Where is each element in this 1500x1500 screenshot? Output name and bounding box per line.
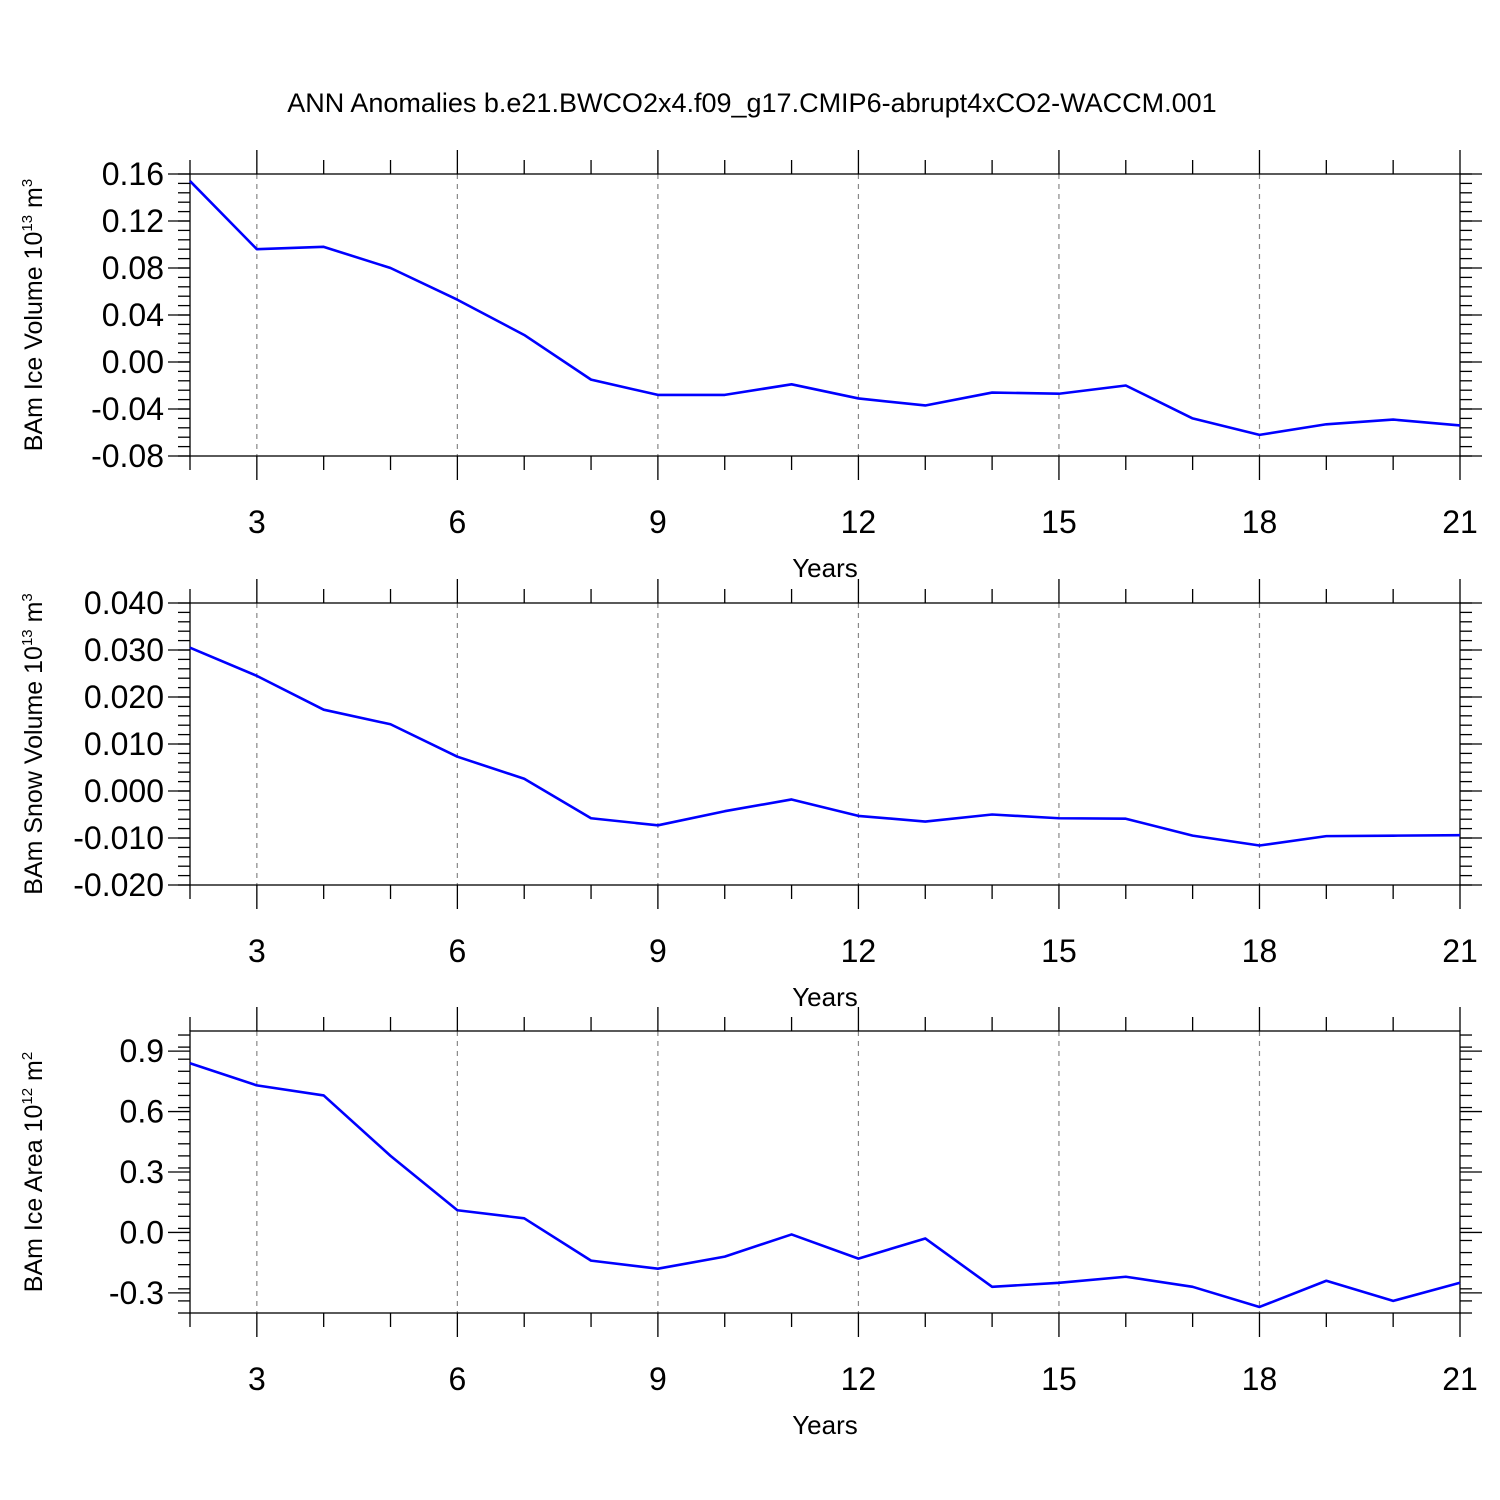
chart-1-xtick-label: 18 (1242, 504, 1278, 540)
chart-2-xtick-label: 21 (1442, 933, 1478, 969)
chart-3-series-line (189, 1061, 1461, 1309)
chart-3-ylabel-unit: m (20, 1060, 48, 1088)
chart-1-xtick-label: 15 (1041, 504, 1077, 540)
chart-3-ytick-label: 0.6 (120, 1094, 164, 1130)
chart-1-xtick-label: 12 (841, 504, 877, 540)
chart-3-xtick-label: 9 (649, 1361, 667, 1397)
chart-3-xtick-label: 6 (448, 1361, 466, 1397)
chart-3-ylabel: BAm Ice Area 1012 m2 (19, 1052, 48, 1292)
chart-1: -0.08 -0.04 0.00 0.04 0.08 0.12 0.16 3 6 9 12 15 18 2… (19, 150, 1482, 583)
chart-2-ylabel-main: BAm Snow Volume 10 (20, 646, 48, 895)
chart-2-ytick-label: 0.010 (84, 726, 164, 762)
chart-2-ylabel-exponent: 13 (19, 629, 36, 646)
chart-2-ytick-label: -0.010 (73, 820, 164, 856)
chart-1-series-line (189, 180, 1461, 437)
chart-3-ytick-label: 0.9 (120, 1033, 164, 1069)
chart-3-xtick-label: 3 (248, 1361, 266, 1397)
panels: -0.08 -0.04 0.00 0.04 0.08 0.12 0.16 3 6 9 12 15 18 2… (19, 150, 1482, 1440)
chart-3-xtick-label: 15 (1041, 1361, 1077, 1397)
chart-2-xtick-label: 3 (248, 933, 266, 969)
chart-3-xtick-label: 18 (1242, 1361, 1278, 1397)
chart-1-xtick-label: 21 (1442, 504, 1478, 540)
chart-1-ylabel-unit: m (20, 187, 48, 215)
figure-title: ANN Anomalies b.e21.BWCO2x4.f09_g17.CMIP… (287, 88, 1216, 118)
chart-1-xtick-label: 9 (649, 504, 667, 540)
chart-1-ylabel-unit-exponent: 3 (19, 179, 36, 187)
chart-2-ylabel-unit: m (20, 602, 48, 630)
chart-2-xtick-label: 9 (649, 933, 667, 969)
chart-2: -0.020 -0.010 0.000 0.010 0.020 0.030 0.040 3 6 9… (19, 579, 1482, 1012)
chart-1-ytick-label: 0.16 (102, 156, 164, 192)
chart-3-xtick-label: 12 (841, 1361, 877, 1397)
chart-1-ytick-label: 0.00 (102, 344, 164, 380)
chart-2-ytick-label: 0.000 (84, 773, 164, 809)
chart-2-ytick-label: 0.020 (84, 679, 164, 715)
chart-3: -0.3 0.0 0.3 0.6 0.9 3 6 9 12 15 18 21 Years BAm Ice … (19, 1007, 1482, 1440)
chart-1-xtick-label: 6 (448, 504, 466, 540)
chart-3-ylabel-unit-exponent: 2 (19, 1052, 36, 1060)
chart-2-xtick-label: 18 (1242, 933, 1278, 969)
chart-1-xlabel: Years (792, 553, 858, 583)
chart-1-ylabel: BAm Ice Volume 1013 m3 (19, 179, 48, 451)
chart-1-ytick-label: 0.12 (102, 203, 164, 239)
chart-2-ylabel: BAm Snow Volume 1013 m3 (19, 593, 48, 895)
chart-3-xtick-label: 21 (1442, 1361, 1478, 1397)
chart-3-ylabel-main: BAm Ice Area 10 (20, 1105, 48, 1293)
chart-1-ylabel-exponent: 13 (19, 215, 36, 232)
chart-3-xlabel: Years (792, 1410, 858, 1440)
chart-2-ytick-label: 0.040 (84, 585, 164, 621)
chart-2-ytick-label: 0.030 (84, 632, 164, 668)
chart-2-xtick-label: 15 (1041, 933, 1077, 969)
chart-3-ytick-label: 0.0 (120, 1214, 164, 1250)
chart-3-ytick-label: 0.3 (120, 1154, 164, 1190)
chart-1-xtick-label: 3 (248, 504, 266, 540)
chart-2-ylabel-unit-exponent: 3 (19, 593, 36, 601)
chart-3-ytick-label: -0.3 (109, 1275, 164, 1311)
chart-1-ytick-label: 0.08 (102, 250, 164, 286)
chart-3-ylabel-exponent: 12 (19, 1088, 36, 1105)
chart-1-ylabel-main: BAm Ice Volume 10 (20, 232, 48, 452)
chart-2-xlabel: Years (792, 982, 858, 1012)
chart-1-ytick-label: 0.04 (102, 297, 164, 333)
chart-1-ytick-label: -0.08 (91, 438, 164, 474)
chart-2-ytick-label: -0.020 (73, 867, 164, 903)
chart-2-xtick-label: 6 (448, 933, 466, 969)
chart-2-series-line (189, 646, 1461, 847)
chart-2-xtick-label: 12 (841, 933, 877, 969)
chart-1-ytick-label: -0.04 (91, 391, 164, 427)
